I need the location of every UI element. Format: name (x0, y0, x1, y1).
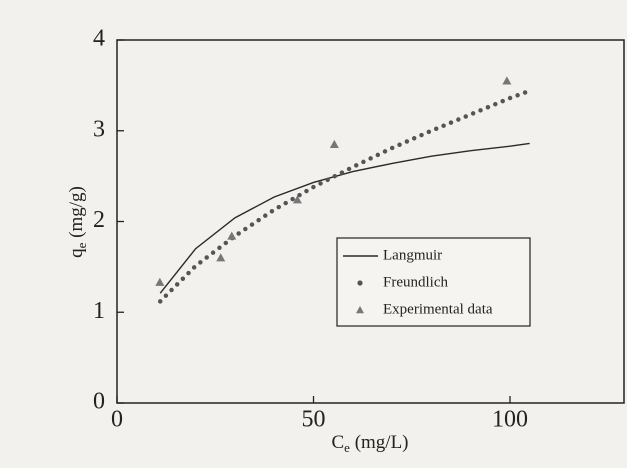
data-point (329, 139, 339, 148)
legend-label: Freundlich (383, 274, 448, 290)
y-tick-label: 3 (93, 116, 105, 142)
data-point (216, 253, 226, 262)
plot-frame (116, 39, 625, 404)
data-point (155, 277, 165, 286)
x-label-sub: e (344, 440, 350, 455)
x-tick-label: 0 (111, 407, 123, 433)
y-label-sub: e (74, 242, 89, 248)
data-point (292, 195, 302, 204)
data-point (227, 231, 237, 240)
legend-symbol (356, 306, 364, 314)
data-point (502, 76, 512, 85)
legend-label: Langmuir (383, 247, 442, 263)
y-label-rest: (mg/g) (66, 186, 87, 242)
x-tick-label: 100 (492, 407, 528, 433)
x-tick-label: 50 (302, 407, 326, 433)
y-label-main: q (66, 248, 87, 258)
legend-box (336, 237, 531, 327)
y-tick-label: 4 (93, 26, 105, 52)
x-label-main: C (331, 432, 344, 453)
y-tick-label: 1 (93, 298, 105, 324)
x-label-rest: (mg/L) (350, 432, 409, 453)
legend-symbol (357, 280, 363, 286)
x-axis-label: Ce (mg/L) (331, 432, 408, 455)
langmuir-curve (159, 142, 530, 294)
y-tick-label: 2 (93, 207, 105, 233)
y-tick-label: 0 (93, 389, 105, 415)
legend-label: Experimental data (383, 301, 493, 317)
y-axis-label: qe (mg/g) (66, 186, 89, 258)
